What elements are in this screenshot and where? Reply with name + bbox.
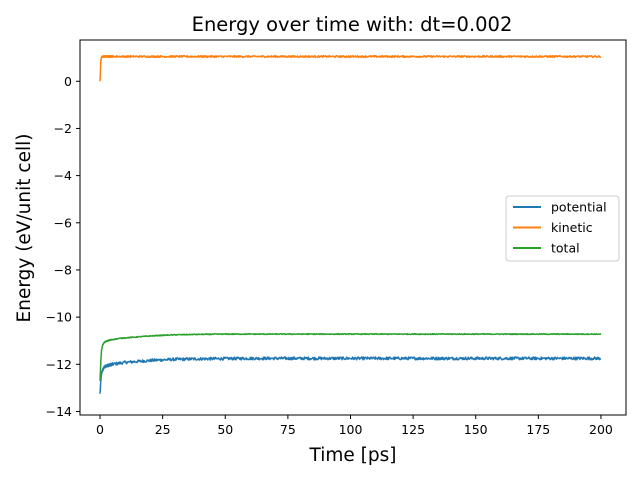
x-tick-label: 200 (589, 422, 613, 437)
legend-label-potential: potential (551, 200, 607, 215)
y-tick-label: −4 (54, 168, 72, 183)
plot-series-group (99, 54, 602, 394)
x-tick-label: 125 (401, 422, 425, 437)
legend: potential kinetic total (505, 195, 620, 262)
y-axis-ticks: −14 −12 −10 −8 −6 −4 −2 0 (46, 74, 80, 419)
x-tick-label: 150 (464, 422, 488, 437)
y-tick-label: −10 (46, 310, 72, 325)
x-axis-title: Time [ps] (309, 445, 397, 466)
x-axis-ticks: 0 25 50 75 100 125 150 175 200 (96, 415, 613, 437)
y-tick-label: −14 (46, 404, 72, 419)
series-line-total (99, 332, 602, 381)
x-tick-label: 50 (217, 422, 233, 437)
y-tick-label: −2 (54, 121, 72, 136)
legend-label-kinetic: kinetic (551, 220, 593, 235)
chart-title: Energy over time with: dt=0.002 (192, 13, 513, 36)
y-tick-label: −6 (54, 215, 72, 230)
plot-area-frame (79, 39, 627, 416)
x-tick-label: 0 (96, 422, 104, 437)
x-tick-label: 175 (526, 422, 550, 437)
y-tick-label: −12 (46, 357, 72, 372)
y-axis-title: Energy (eV/unit cell) (14, 134, 35, 323)
series-line-potential (99, 356, 602, 394)
x-tick-label: 100 (339, 422, 363, 437)
legend-items: potential kinetic total (513, 200, 607, 256)
series-line-kinetic (99, 54, 602, 82)
y-tick-label: 0 (64, 74, 72, 89)
legend-box (505, 195, 620, 262)
x-tick-label: 75 (280, 422, 296, 437)
x-tick-label: 25 (155, 422, 171, 437)
legend-label-total: total (551, 241, 580, 256)
y-tick-label: −8 (54, 262, 72, 277)
